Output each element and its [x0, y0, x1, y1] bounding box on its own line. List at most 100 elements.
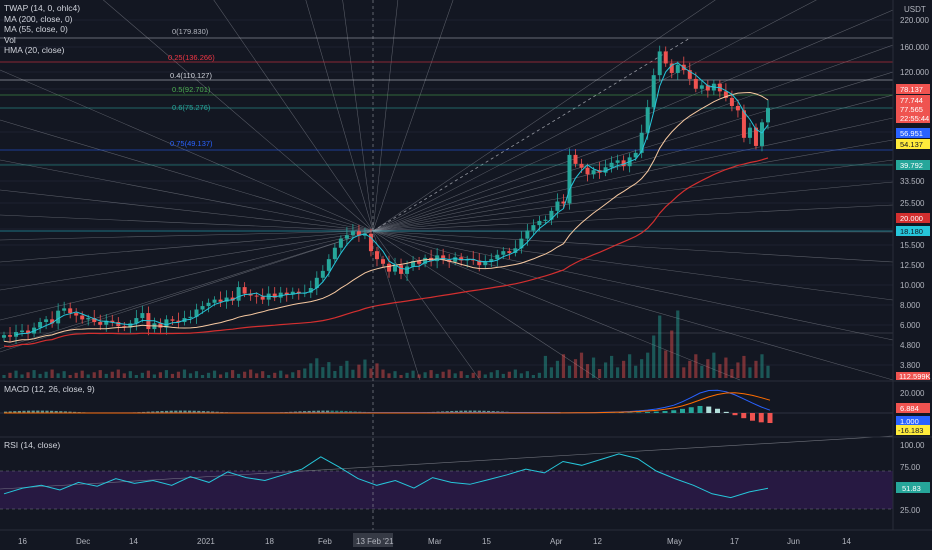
- fib-label-05: 0.5(92.701): [172, 85, 211, 94]
- volume-bar: [718, 364, 722, 378]
- candle-body: [459, 257, 464, 261]
- macd-hist-bar: [4, 411, 8, 413]
- candle-body: [747, 127, 752, 138]
- fan-line: [213, 0, 374, 232]
- volume-bar: [489, 372, 493, 378]
- volume-bar: [267, 375, 271, 378]
- rsi-title[interactable]: RSI (14, close): [4, 440, 61, 450]
- hma-line: [15, 62, 769, 336]
- macd-tick: 20.000: [900, 389, 925, 398]
- legend-ma55[interactable]: MA (55, close, 0): [4, 24, 68, 34]
- candle-body: [128, 323, 133, 328]
- time-tick: Dec: [76, 537, 90, 546]
- legend-ma200[interactable]: MA (200, close, 0): [4, 13, 73, 24]
- candle-body: [633, 152, 638, 158]
- candle-body: [579, 163, 584, 168]
- time-tick: Feb: [318, 537, 332, 546]
- fan-line: [372, 94, 894, 232]
- candle-body: [657, 51, 662, 76]
- volume-bar: [658, 315, 662, 378]
- volume-bar: [224, 372, 229, 378]
- macd-hist-bar: [192, 410, 196, 413]
- candle-body: [609, 162, 614, 168]
- volume-bar: [652, 335, 656, 378]
- macd-hist-bar: [758, 413, 764, 423]
- macd-hist-bar: [459, 410, 463, 413]
- legend-twap[interactable]: TWAP (14, 0, ohlc4): [4, 3, 81, 13]
- volume-bar: [760, 354, 764, 378]
- rsi-axis[interactable]: 100.00 75.00 51.83 25.00: [896, 441, 930, 515]
- legend-hma[interactable]: HMA (20, close): [4, 45, 65, 55]
- volume-bar: [441, 371, 445, 378]
- volume-bar: [297, 370, 301, 378]
- fan-line: [372, 230, 894, 341]
- candle-body: [62, 308, 67, 311]
- volume-bar: [230, 370, 235, 378]
- time-tick: 15: [482, 537, 491, 546]
- macd-hist-bar: [307, 410, 311, 413]
- time-axis[interactable]: 16 Dec 14 2021 18 Feb 13 Feb '21 Mar 15 …: [18, 533, 851, 547]
- volume-bar: [285, 374, 289, 378]
- price-axis[interactable]: USDT 220.000 160.000 120.000 78.137 77.7…: [896, 5, 931, 381]
- rsi-tick: 100.00: [900, 441, 925, 450]
- fib-label-06: 0.6(75.276): [172, 103, 211, 112]
- candle-body: [194, 309, 199, 317]
- candle-body: [224, 297, 229, 302]
- price-tick: 160.000: [900, 43, 929, 52]
- candle-body: [639, 132, 644, 153]
- volume-bar: [543, 355, 548, 378]
- moving-average-lines: [3, 62, 769, 348]
- candle-body: [356, 231, 361, 236]
- volume-bar: [537, 372, 542, 378]
- volume-bar: [116, 369, 120, 378]
- volume-bar: [706, 359, 710, 378]
- volume-bar: [447, 369, 451, 378]
- legend-vol[interactable]: Vol: [4, 34, 16, 45]
- macd-hist-bar: [454, 410, 458, 413]
- volume-bar: [273, 372, 277, 378]
- candle-body: [766, 108, 770, 123]
- volume-bar: [405, 372, 409, 378]
- time-tick: 18: [265, 537, 274, 546]
- macd-hist-bar: [688, 407, 694, 413]
- macd-axis[interactable]: 20.000 6.884 1.000 -16.183: [896, 389, 930, 435]
- macd-hist-bar: [741, 413, 747, 419]
- price-tick: 10.000: [900, 281, 925, 290]
- volume-bar: [333, 371, 337, 378]
- volume-bar: [14, 370, 18, 378]
- candle-body: [374, 251, 379, 260]
- candle-body: [206, 302, 211, 307]
- volume-bar: [375, 363, 379, 378]
- macd-title[interactable]: MACD (12, 26, close, 9): [4, 384, 95, 394]
- macd-hist-bar: [298, 411, 302, 413]
- macd-hist-bar: [165, 410, 169, 413]
- candle-body: [38, 322, 43, 328]
- candle-body: [8, 335, 13, 337]
- candle-body: [104, 320, 109, 325]
- fan-line: [372, 0, 716, 232]
- volume-bar: [670, 330, 674, 378]
- candle-body: [507, 251, 512, 253]
- price-tag-twap: 56.951: [900, 129, 923, 138]
- volume-bar: [176, 371, 181, 378]
- macd-hist-bar: [206, 411, 210, 413]
- volume-bar: [411, 370, 415, 378]
- volume-bar: [453, 373, 457, 378]
- volume-bar: [86, 374, 90, 378]
- volume-bar: [513, 369, 517, 378]
- candle-body: [344, 235, 349, 239]
- fib-label-075: 0.75(49.137): [170, 139, 213, 148]
- volume-bars: [2, 310, 770, 378]
- fan-line: [0, 230, 374, 241]
- volume-bar: [531, 375, 535, 378]
- candle-body: [735, 105, 740, 111]
- volume-bar: [616, 367, 620, 378]
- volume-bar: [255, 373, 259, 378]
- macd-hist-bar: [8, 411, 12, 413]
- volume-bar: [730, 369, 734, 378]
- macd-hist-bar: [450, 411, 454, 413]
- volume-bar: [634, 365, 638, 378]
- volume-bar: [459, 371, 463, 378]
- macd-hist-bar: [645, 412, 650, 413]
